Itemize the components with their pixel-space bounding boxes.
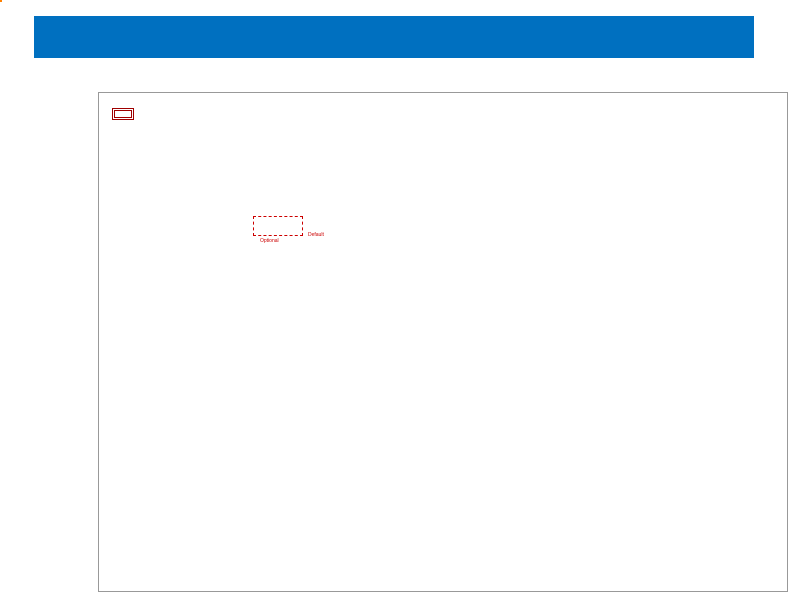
power-box bbox=[0, 0, 2, 2]
optional-label: Optional bbox=[260, 238, 279, 244]
default-label: Default bbox=[308, 232, 324, 238]
header-banner bbox=[34, 16, 754, 58]
diagram-border bbox=[98, 92, 788, 592]
edp-lvds-box bbox=[253, 216, 303, 236]
block-title-box bbox=[112, 108, 134, 120]
